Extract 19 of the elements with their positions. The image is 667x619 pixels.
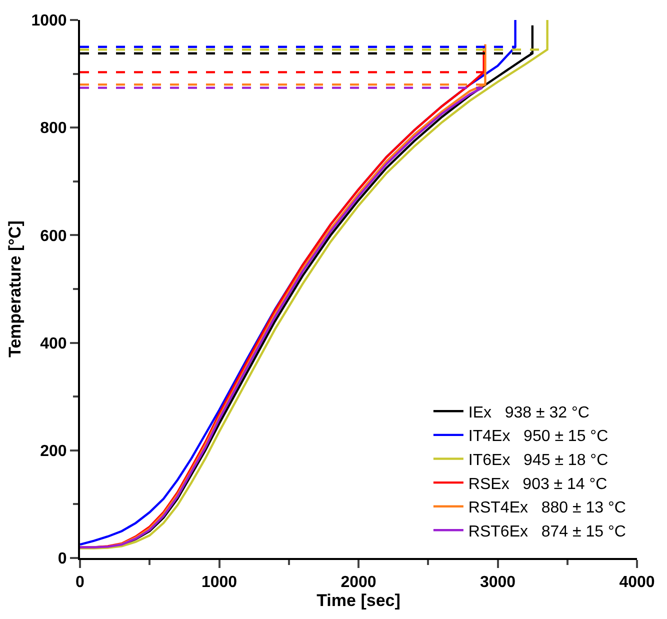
y-tick-label: 800 <box>40 120 67 138</box>
legend-label: IT6Ex 945 ± 18 °C <box>468 452 608 469</box>
y-tick-label: 1000 <box>31 12 67 30</box>
x-tick-label: 1000 <box>201 574 238 592</box>
legend-label: IEx 938 ± 32 °C <box>468 404 590 422</box>
legend-label: RST6Ex 874 ± 15 °C <box>468 523 626 540</box>
x-axis-title: Time [sec] <box>316 591 400 610</box>
y-tick-label: 600 <box>40 228 67 245</box>
legend-label: RSEx 903 ± 14 °C <box>468 476 608 493</box>
x-tick-label: 2000 <box>340 574 376 592</box>
x-tick-label: 4000 <box>619 574 655 592</box>
x-tick-label: 3000 <box>480 574 516 592</box>
y-tick-label: 0 <box>58 550 67 568</box>
y-tick-label: 200 <box>40 443 67 460</box>
legend-label: IT4Ex 950 ± 15 °C <box>468 428 608 446</box>
legend-label: RST4Ex 880 ± 13 °C <box>468 500 626 517</box>
x-tick-label: 0 <box>76 574 85 592</box>
y-axis-title: Temperature [°C] <box>5 220 24 358</box>
y-tick-label: 400 <box>40 335 67 352</box>
